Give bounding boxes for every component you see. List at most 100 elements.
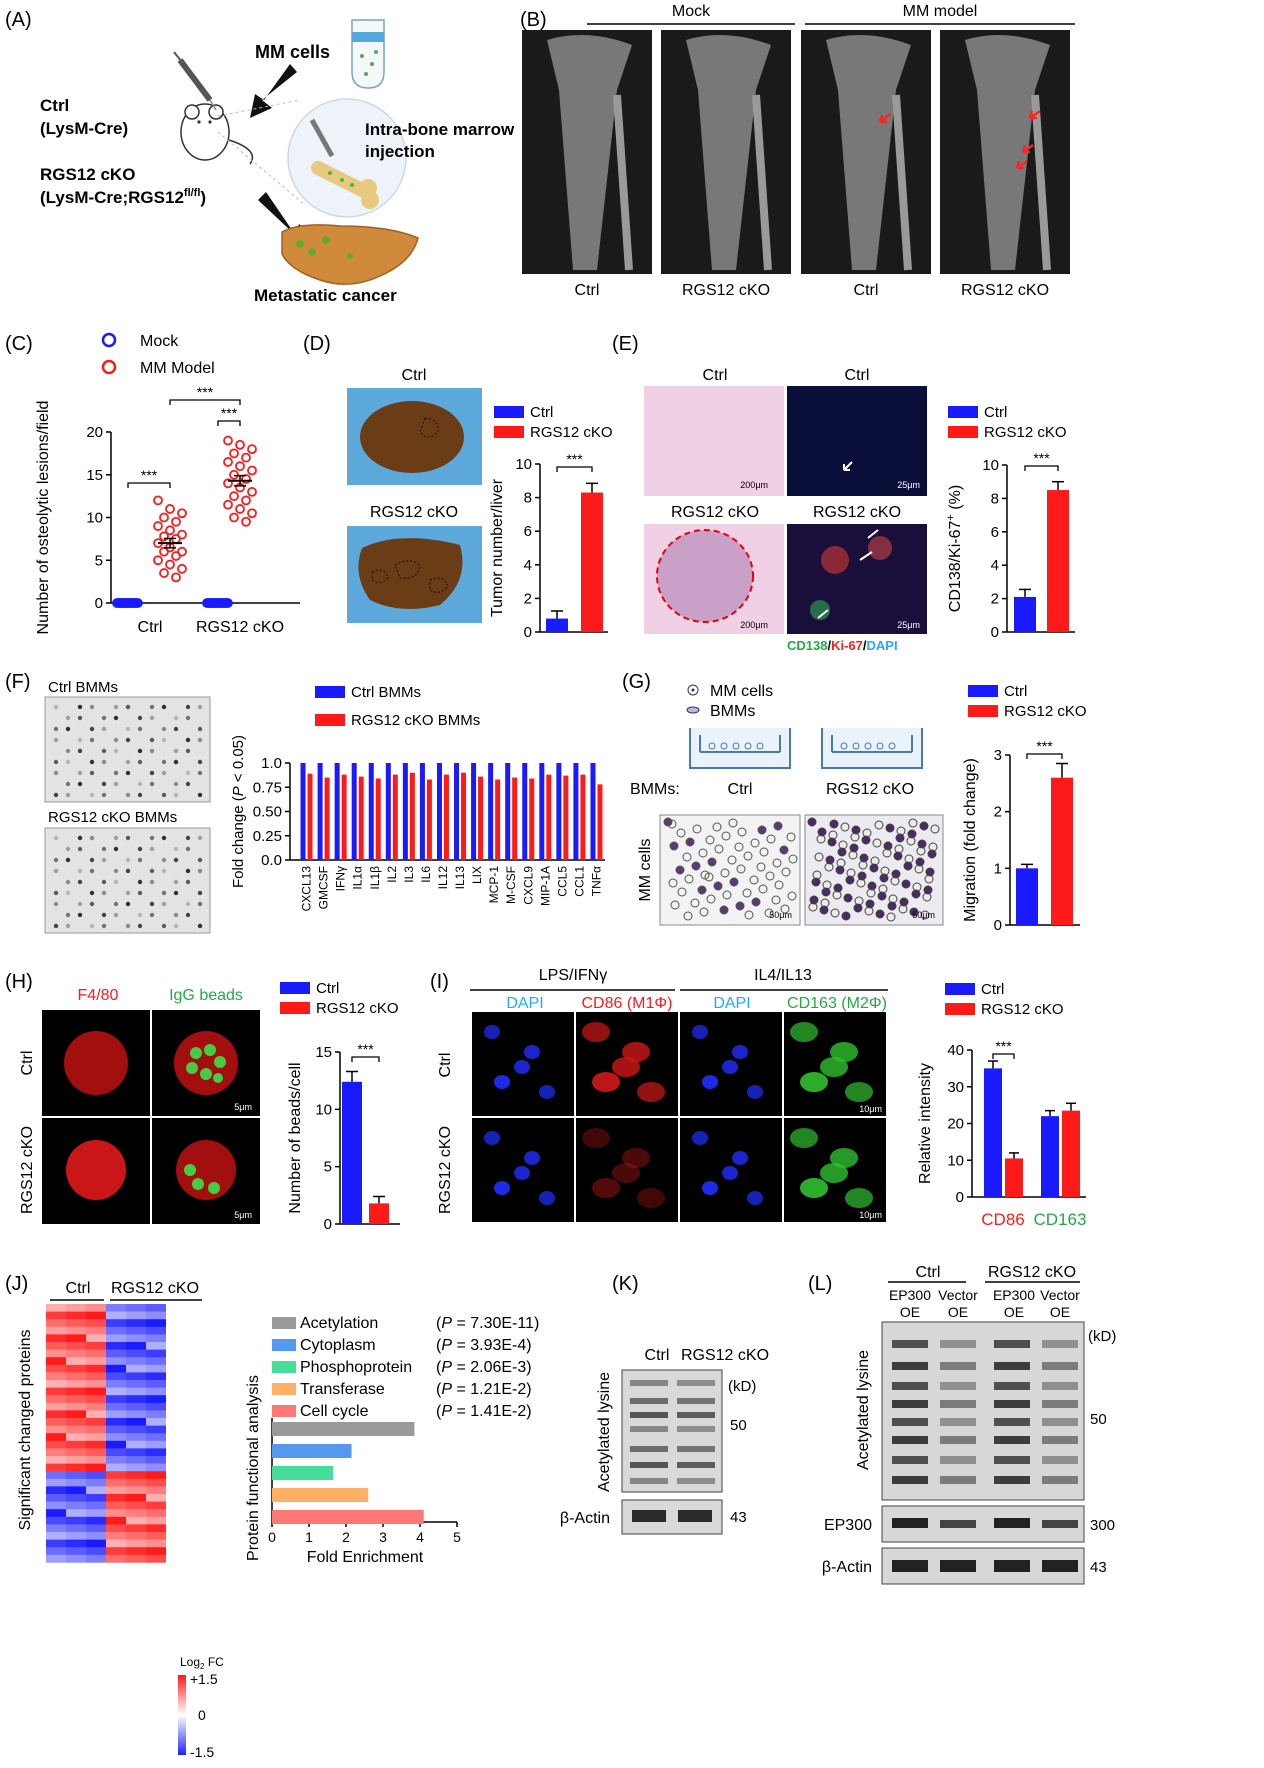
heatmap-cell [46, 1418, 66, 1426]
array-dot [89, 704, 95, 710]
array-dot [53, 868, 59, 874]
bar [495, 779, 501, 860]
cell [706, 894, 716, 904]
cell [895, 833, 905, 843]
legend-mm-cells: MM cells [710, 683, 773, 700]
y-tick-label: 1 [994, 860, 1002, 877]
if-scale-top: 25μm [897, 480, 920, 490]
p-value-label: (P = 7.30E-11) [436, 1315, 539, 1332]
x-tick-label: 5 [453, 1529, 461, 1545]
heatmap-cell [106, 1311, 126, 1320]
heatmap-cell [86, 1304, 106, 1312]
band [994, 1476, 1030, 1484]
he-ctrl-image [644, 386, 784, 496]
band [1042, 1476, 1078, 1484]
cell-stain [692, 1131, 708, 1145]
array-dot [113, 781, 119, 787]
array-dot [125, 857, 131, 863]
heatmap-cell [46, 1402, 66, 1411]
array-dot [161, 923, 167, 929]
band [677, 1380, 715, 1386]
array-dot [125, 868, 131, 874]
y-tick-label: 1.0 [261, 755, 282, 772]
cell [869, 863, 879, 873]
x-tick-label: RGS12 cKO [196, 619, 284, 636]
lesion-arrow-icon [878, 113, 891, 124]
data-point [171, 516, 181, 527]
heatmap-cell [126, 1547, 146, 1556]
array-dot [53, 704, 59, 710]
data-point [223, 435, 233, 446]
heatmap-cell [106, 1357, 126, 1366]
bar [478, 776, 484, 860]
cell [707, 857, 717, 867]
data-point [153, 555, 163, 566]
legend-ctrl-swatch [945, 983, 975, 995]
heatmap-cell [106, 1395, 126, 1404]
y-tick-label: 15 [86, 467, 103, 484]
cell-stain [494, 1075, 510, 1089]
cell [874, 820, 884, 830]
cell [705, 835, 715, 845]
cell-stain [484, 1025, 500, 1039]
cell [917, 839, 927, 849]
heatmap-cell [86, 1342, 106, 1350]
y-tick-label: 0.0 [261, 852, 282, 869]
heatmap-cell [86, 1334, 106, 1343]
array-dot [113, 748, 119, 754]
array-dot [125, 726, 131, 732]
array-dot [101, 726, 107, 732]
y-tick-label: 0 [324, 1216, 332, 1233]
cell [751, 897, 761, 907]
heatmap-cell [66, 1509, 86, 1518]
legend-label: Phosphoprotein [300, 1359, 412, 1376]
cell [907, 829, 917, 839]
panel-a: (A) MM cells Ctrl (LysM-Cre) RGS12 cKO (… [5, 9, 515, 305]
y-axis-label: Relative intensity [917, 1063, 934, 1184]
band [892, 1456, 928, 1464]
array-dot [173, 879, 179, 885]
cell [919, 821, 929, 831]
array-dot [197, 737, 203, 743]
scale-bottom: 5μm [234, 1210, 252, 1220]
band [994, 1400, 1030, 1408]
cell [720, 868, 730, 878]
array-dot [161, 726, 167, 732]
cell [735, 901, 745, 911]
band [940, 1476, 976, 1484]
bar-cko [369, 1203, 389, 1224]
heatmap-cell [126, 1494, 146, 1502]
cell [830, 908, 840, 918]
transwell-ctrl-label: Ctrl [728, 781, 753, 798]
cell [923, 885, 933, 895]
heatmap-cell [126, 1364, 146, 1373]
if-scale-bottom: 25μm [897, 620, 920, 630]
array-dot [65, 748, 71, 754]
heatmap-cell [106, 1532, 126, 1540]
x-tick-label: 1 [305, 1529, 313, 1545]
bar [351, 763, 357, 860]
cell-stain [524, 1045, 540, 1059]
array-dot [149, 879, 155, 885]
cell [682, 852, 692, 862]
cell-stain [612, 1163, 640, 1183]
group-mock-label: Mock [672, 3, 711, 20]
array-dot [77, 715, 83, 721]
data-point [229, 491, 239, 502]
band [940, 1400, 976, 1408]
cell [835, 865, 845, 875]
array-dot [185, 868, 191, 874]
heatmap-cell [66, 1494, 86, 1502]
bar [307, 773, 313, 860]
heatmap-cell [46, 1486, 66, 1495]
fibula-shape [1031, 94, 1051, 271]
data-point [247, 444, 257, 455]
array-dot [113, 879, 119, 885]
bar [1005, 1158, 1023, 1197]
cell [685, 837, 695, 847]
injection-label-1: Intra-bone marrow [365, 120, 515, 139]
heatmap-cell [106, 1326, 126, 1335]
scale-mid: 0 [198, 1707, 206, 1723]
cell-stain [702, 1075, 718, 1089]
if-ctrl-label: Ctrl [845, 367, 870, 384]
